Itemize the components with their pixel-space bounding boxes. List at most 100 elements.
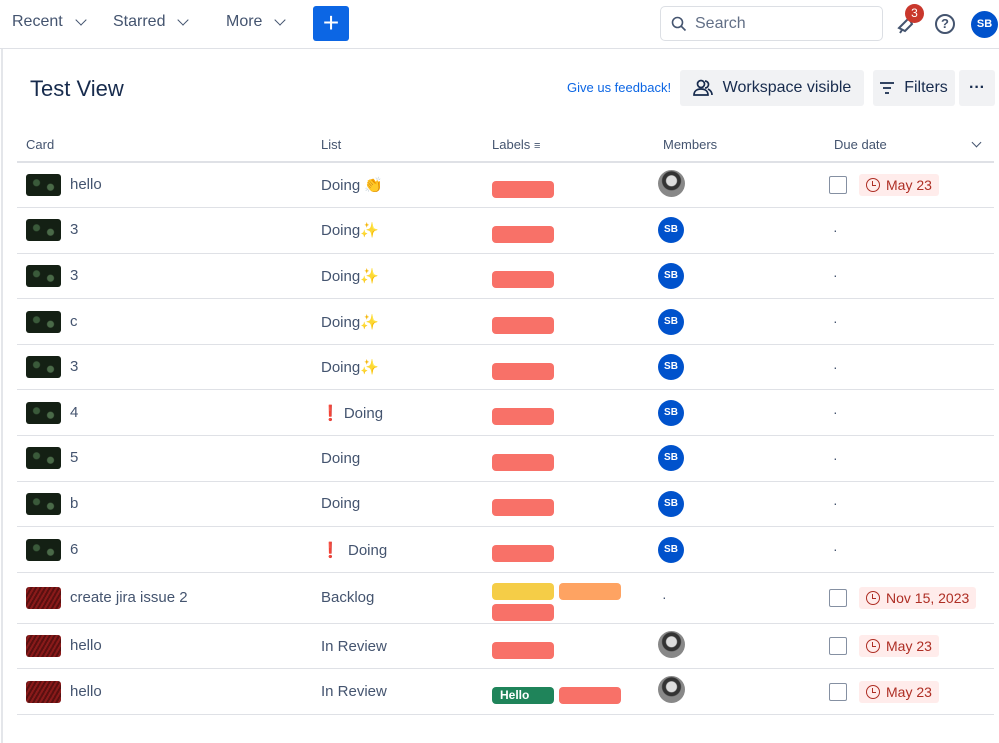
label-pill[interactable]: [492, 362, 554, 380]
nav-recent[interactable]: Recent: [12, 13, 87, 31]
list-cell[interactable]: Doing 👏: [312, 162, 483, 209]
card-cell[interactable]: 3: [17, 207, 312, 254]
card-name[interactable]: 4: [70, 403, 79, 421]
label-pill[interactable]: [492, 408, 554, 426]
members-cell[interactable]: [654, 623, 825, 670]
member-avatar[interactable]: SB: [658, 308, 684, 335]
due-complete-checkbox[interactable]: [829, 588, 847, 607]
due-date-cell[interactable]: ·: [825, 207, 994, 254]
list-cell[interactable]: In Review: [312, 668, 483, 716]
notifications-bell-icon[interactable]: [893, 12, 917, 36]
members-cell[interactable]: ·: [654, 572, 825, 624]
card-cell[interactable]: b: [17, 481, 312, 528]
help-icon[interactable]: ?: [935, 14, 955, 34]
due-complete-checkbox[interactable]: [829, 176, 847, 195]
table-row[interactable]: b Doing SB ·: [17, 481, 994, 528]
members-cell[interactable]: SB: [654, 526, 825, 573]
labels-cell[interactable]: Hello: [483, 668, 654, 716]
column-header-card[interactable]: Card: [17, 127, 312, 163]
card-name[interactable]: 3: [70, 358, 79, 376]
card-name[interactable]: create jira issue 2: [70, 588, 188, 606]
search-input[interactable]: Search: [660, 6, 883, 41]
due-date-cell[interactable]: May 23: [825, 162, 994, 209]
card-cell[interactable]: 5: [17, 435, 312, 482]
list-cell[interactable]: ❗ Doing: [312, 526, 483, 573]
card-cell[interactable]: c: [17, 298, 312, 345]
table-row[interactable]: hello Doing 👏 May 23: [17, 162, 994, 209]
label-pill[interactable]: [559, 687, 621, 705]
labels-cell[interactable]: [483, 623, 654, 670]
members-cell[interactable]: SB: [654, 481, 825, 528]
nav-more[interactable]: More: [226, 13, 287, 31]
members-cell[interactable]: SB: [654, 298, 825, 345]
label-pill[interactable]: [559, 582, 621, 600]
due-date-cell[interactable]: ·: [825, 526, 994, 573]
table-row[interactable]: 3 Doing✨ SB ·: [17, 253, 994, 300]
list-cell[interactable]: ❗ Doing: [312, 389, 483, 437]
due-date-cell[interactable]: ·: [825, 253, 994, 300]
card-name[interactable]: hello: [70, 637, 102, 655]
members-cell[interactable]: SB: [654, 435, 825, 482]
member-avatar[interactable]: SB: [658, 262, 684, 289]
create-button[interactable]: +: [313, 6, 349, 41]
member-avatar[interactable]: SB: [658, 536, 684, 563]
due-date-badge[interactable]: Nov 15, 2023: [859, 586, 977, 609]
due-date-cell[interactable]: May 23: [825, 623, 994, 670]
members-cell[interactable]: [654, 162, 825, 209]
due-date-badge[interactable]: May 23: [859, 680, 939, 703]
table-row[interactable]: 6 ❗ Doing SB ·: [17, 526, 994, 573]
list-cell[interactable]: Doing✨: [312, 344, 483, 391]
due-date-cell[interactable]: ·: [825, 481, 994, 528]
list-cell[interactable]: Backlog: [312, 572, 483, 624]
table-row[interactable]: create jira issue 2 Backlog · Nov 15, 20…: [17, 572, 994, 624]
due-date-badge[interactable]: May 23: [859, 174, 939, 197]
label-pill[interactable]: [492, 499, 554, 517]
card-cell[interactable]: 3: [17, 344, 312, 391]
member-avatar[interactable]: SB: [658, 217, 684, 244]
label-pill[interactable]: [492, 545, 554, 563]
card-name[interactable]: c: [70, 312, 78, 330]
due-date-badge[interactable]: May 23: [859, 635, 939, 658]
members-cell[interactable]: SB: [654, 389, 825, 437]
labels-cell[interactable]: [483, 162, 654, 209]
label-pill[interactable]: [492, 582, 554, 600]
card-name[interactable]: b: [70, 494, 79, 512]
table-row[interactable]: hello In Review May 23: [17, 623, 994, 670]
column-header-labels[interactable]: Labels ≡: [483, 127, 654, 163]
label-pill[interactable]: [492, 317, 554, 335]
more-options-button[interactable]: ···: [959, 70, 995, 106]
table-row[interactable]: 5 Doing SB ·: [17, 435, 994, 482]
list-cell[interactable]: Doing✨: [312, 207, 483, 254]
workspace-visible-button[interactable]: Workspace visible: [680, 70, 864, 106]
due-date-cell[interactable]: ·: [825, 389, 994, 437]
labels-cell[interactable]: [483, 207, 654, 254]
members-cell[interactable]: [654, 668, 825, 716]
table-row[interactable]: 4 ❗ Doing SB ·: [17, 389, 994, 437]
due-date-cell[interactable]: Nov 15, 2023: [825, 572, 994, 624]
list-cell[interactable]: Doing✨: [312, 298, 483, 345]
card-cell[interactable]: 3: [17, 253, 312, 300]
card-name[interactable]: 3: [70, 221, 79, 239]
members-cell[interactable]: SB: [654, 253, 825, 300]
column-header-due-date[interactable]: Due date: [825, 127, 994, 163]
chevron-down-icon[interactable]: [971, 137, 982, 147]
card-cell[interactable]: create jira issue 2: [17, 572, 312, 624]
card-name[interactable]: hello: [70, 176, 102, 194]
due-date-cell[interactable]: May 23: [825, 668, 994, 716]
table-row[interactable]: hello In Review Hello May 23: [17, 668, 994, 716]
members-cell[interactable]: SB: [654, 344, 825, 391]
due-date-cell[interactable]: ·: [825, 435, 994, 482]
due-date-cell[interactable]: ·: [825, 298, 994, 345]
filters-button[interactable]: Filters: [873, 70, 955, 106]
labels-cell[interactable]: [483, 389, 654, 437]
label-pill[interactable]: [492, 271, 554, 289]
member-avatar[interactable]: SB: [658, 354, 684, 381]
labels-cell[interactable]: [483, 344, 654, 391]
due-complete-checkbox[interactable]: [829, 682, 847, 701]
members-cell[interactable]: SB: [654, 207, 825, 254]
card-cell[interactable]: hello: [17, 623, 312, 670]
label-pill[interactable]: [492, 603, 554, 621]
labels-cell[interactable]: [483, 253, 654, 300]
list-cell[interactable]: In Review: [312, 623, 483, 670]
member-avatar[interactable]: SB: [658, 445, 684, 472]
